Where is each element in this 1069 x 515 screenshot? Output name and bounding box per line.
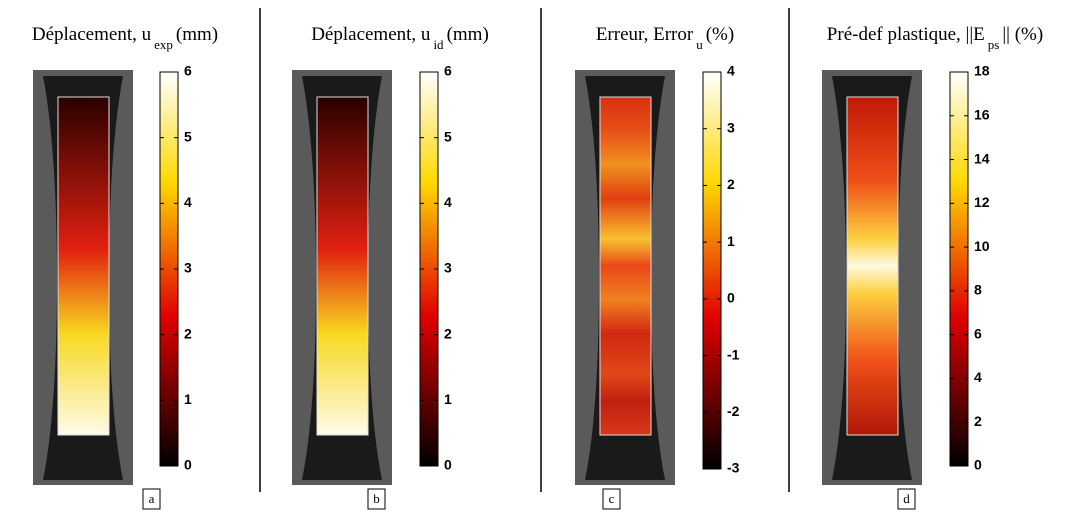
colorbar-tick-label: 6 (444, 63, 452, 79)
colorbar-tick-label: 8 (974, 282, 982, 298)
colorbar-tick-label: 0 (444, 457, 452, 473)
title-text: Erreur, Error (596, 24, 694, 45)
panel-label-box (602, 488, 621, 510)
colorbar (702, 71, 722, 470)
field-map (599, 96, 652, 436)
field-map (316, 96, 369, 436)
colorbar-tick-label: 0 (727, 290, 735, 306)
colorbar-tick-label: 1 (184, 391, 192, 407)
colorbar-tick-label: 5 (184, 128, 192, 144)
title-text: Déplacement, u (32, 24, 152, 45)
colorbar-tick-label: 2 (444, 325, 452, 341)
title-subscript: ps (988, 37, 1000, 52)
colorbar-tick-label: 2 (974, 413, 982, 429)
colorbar-tick-label: 4 (444, 194, 452, 210)
colorbar-tick-label: 18 (974, 63, 990, 79)
colorbar-tick-label: 12 (974, 194, 990, 210)
title-unit: (mm) (176, 24, 218, 45)
colorbar-tick-label: 3 (444, 260, 452, 276)
panel-label: b (373, 491, 380, 506)
colorbar-tick-label: 14 (974, 150, 990, 166)
panel-label: c (609, 491, 615, 506)
panel-title: Erreur, Error u (%) (596, 24, 734, 52)
title-unit: || (%) (1002, 24, 1043, 45)
colorbar-tick-label: 1 (444, 391, 452, 407)
colorbar-tick-label: -3 (727, 460, 740, 476)
dividers (259, 8, 790, 492)
colorbar-tick-label: -1 (727, 346, 740, 362)
panel-label: d (903, 491, 910, 506)
colorbar (949, 71, 969, 467)
panel-label-box (142, 488, 161, 510)
colorbar-tick-label: 4 (974, 369, 982, 385)
panel-title: Déplacement, u id (mm) (311, 24, 489, 52)
title-subscript: exp (154, 37, 173, 52)
colorbar-tick-label: -2 (727, 403, 740, 419)
colorbar-tick-label: 4 (727, 63, 735, 79)
field-map (846, 96, 899, 436)
colorbar-tick-label: 0 (974, 457, 982, 473)
colorbar-tick-label: 16 (974, 106, 990, 122)
colorbar-tick-label: 3 (184, 260, 192, 276)
panel-label-box (367, 488, 386, 510)
colorbar-tick-label: 2 (727, 176, 735, 192)
colorbar-tick-label: 10 (974, 238, 990, 254)
colorbar-tick-label: 0 (184, 457, 192, 473)
field-map (57, 96, 110, 436)
colorbar-tick-label: 1 (727, 233, 735, 249)
title-subscript: id (433, 37, 444, 52)
panel-title: Pré-def plastique, ||E ps || (%) (827, 24, 1043, 52)
colorbar-tick-label: 6 (184, 63, 192, 79)
title-unit: (%) (706, 24, 734, 45)
title-text: Déplacement, u (311, 24, 431, 45)
title-text: Pré-def plastique, ||E (827, 24, 985, 45)
panel-label-box (897, 488, 916, 510)
colorbar-tick-label: 4 (184, 194, 192, 210)
colorbar-tick-label: 6 (974, 325, 982, 341)
colorbar-tick-label: 5 (444, 128, 452, 144)
panel-label: a (149, 491, 155, 506)
title-unit: (mm) (447, 24, 489, 45)
colorbar-tick-label: 3 (727, 119, 735, 135)
colorbar-tick-label: 2 (184, 325, 192, 341)
title-subscript: u (696, 37, 703, 52)
panel-title: Déplacement, u exp (mm) (32, 24, 218, 52)
